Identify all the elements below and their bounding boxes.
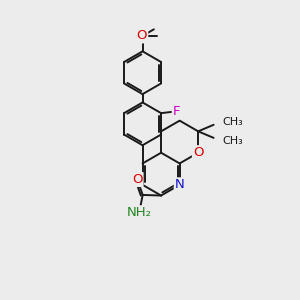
- Text: O: O: [132, 173, 142, 186]
- Text: N: N: [175, 178, 184, 191]
- Text: NH₂: NH₂: [127, 206, 152, 219]
- Text: O: O: [193, 146, 203, 159]
- Text: F: F: [173, 106, 180, 118]
- Text: O: O: [137, 29, 147, 42]
- Text: CH₃: CH₃: [223, 117, 243, 127]
- Text: CH₃: CH₃: [223, 136, 243, 146]
